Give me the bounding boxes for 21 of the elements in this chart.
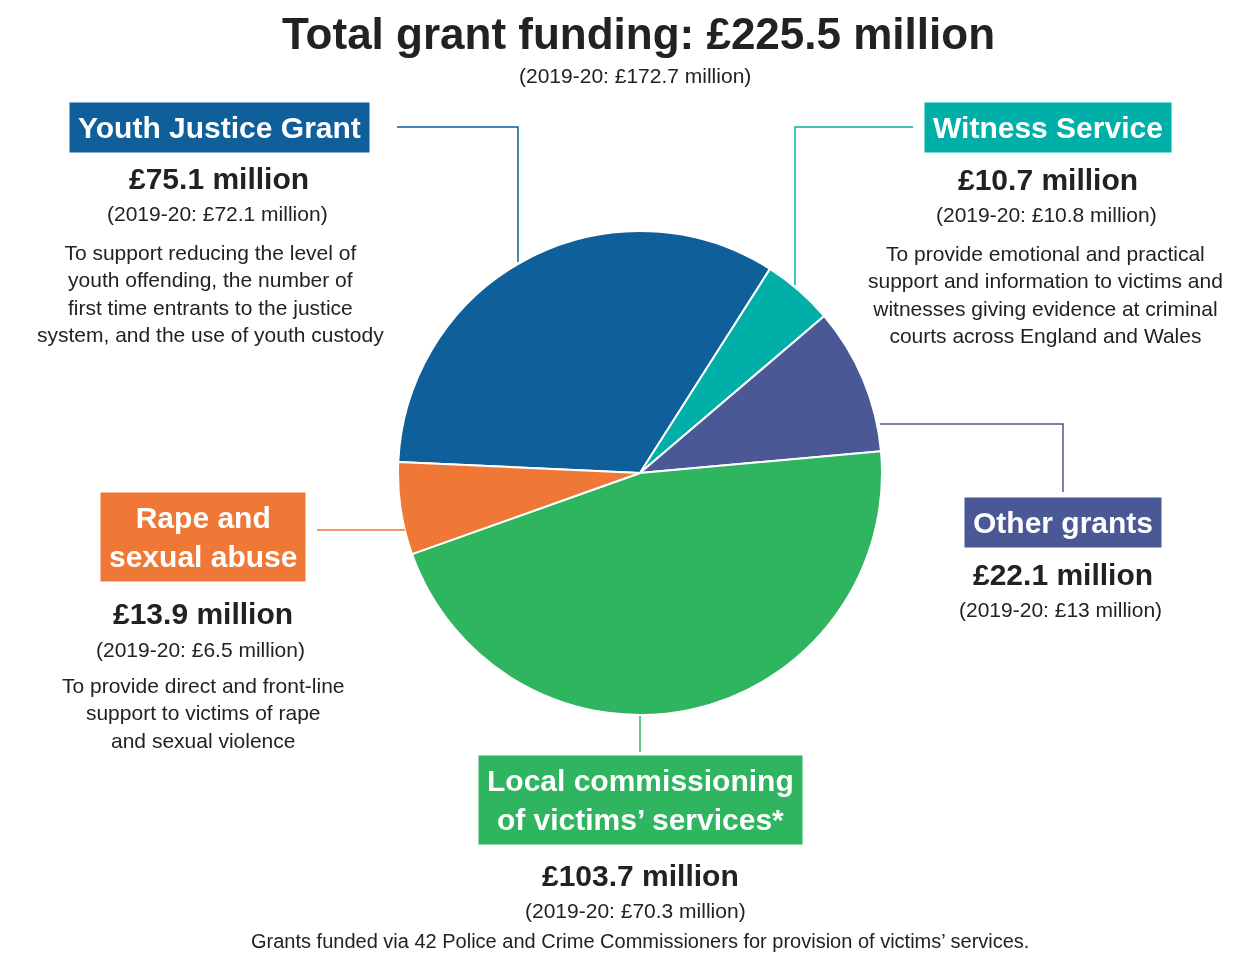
text: To provide emotional and practical support and information to victims and witnesses giving evidence at criminal courts across England and Wales [868,242,1223,347]
chart-subtitle: (2019-20: £172.7 million) [519,64,752,87]
text: To provide direct and front-line support to victims of rape and sexual violence [62,674,345,752]
slice-label: Other grants [973,506,1154,539]
data-label: £13.9 million [113,597,294,630]
text: (2019-20: £10.8 million) [936,203,1157,226]
text: (2019-20: £6.5 million) [96,638,305,661]
text: (2019-20: £13 million) [959,598,1163,621]
data-label: £22.1 million [973,558,1154,591]
text: Grants funded via 42 Police and Crime Commissioners for provision of victims’ services. [251,930,1030,952]
data-label: £10.7 million [958,163,1139,196]
slice-label: Youth Justice Grant [78,111,361,144]
slice-label: Local commissioning of victims’ services* [487,764,794,836]
chart-title: Total grant funding: £225.5 million [282,9,996,58]
slice-label: Witness Service [933,111,1163,144]
text: (2019-20: £72.1 million) [107,202,328,225]
data-label: £75.1 million [129,162,310,195]
text: (2019-20: £70.3 million) [525,899,746,922]
data-label: £103.7 million [542,859,739,892]
slice-label: Rape and sexual abuse [109,501,298,573]
text: To support reducing the level of youth offending, the number of first time entrants to the justice system, and the use of youth custody [37,241,385,346]
